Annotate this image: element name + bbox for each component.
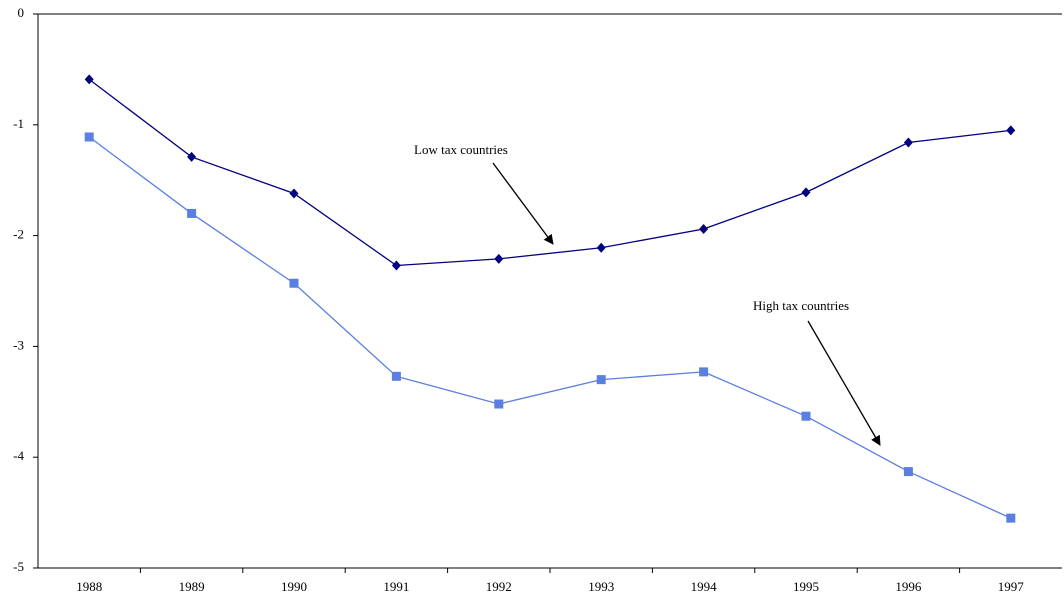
point-marker [391, 371, 401, 381]
y-tick-label: -3 [13, 337, 24, 352]
point-marker [903, 137, 913, 148]
point-marker [84, 74, 94, 85]
point-marker [187, 208, 197, 218]
annotation-arrow [492, 162, 554, 245]
point-marker [391, 260, 401, 271]
annotation-text: Low tax countries [414, 142, 508, 157]
x-tick-label: 1995 [793, 579, 819, 594]
x-tick-label: 1993 [588, 579, 614, 594]
x-tick-label: 1997 [998, 579, 1025, 594]
x-tick-label: 1992 [486, 579, 512, 594]
y-tick-label: -1 [13, 116, 24, 131]
point-marker [494, 253, 504, 264]
x-tick-label: 1996 [895, 579, 922, 594]
series-line [88, 78, 1011, 267]
x-tick-label: 1994 [691, 579, 718, 594]
point-marker [699, 223, 709, 234]
y-tick-label: -2 [13, 227, 24, 242]
point-marker [187, 151, 197, 162]
x-tick-label: 1988 [76, 579, 102, 594]
series-line [88, 136, 1012, 519]
point-marker [903, 467, 913, 477]
point-marker [1006, 513, 1016, 523]
annotation-text: High tax countries [753, 298, 849, 313]
x-tick-label: 1990 [281, 579, 307, 594]
point-marker [289, 278, 299, 288]
point-marker [801, 411, 811, 421]
x-tick-label: 1989 [179, 579, 205, 594]
annotation-arrow [807, 320, 881, 446]
point-marker [84, 132, 94, 142]
point-marker [699, 367, 709, 377]
point-marker [801, 187, 811, 198]
point-marker [494, 399, 504, 409]
point-marker [1006, 125, 1016, 136]
x-tick-label: 1991 [383, 579, 409, 594]
y-tick-label: -4 [13, 448, 24, 463]
y-tick-label: -5 [13, 559, 24, 574]
point-marker [596, 242, 606, 253]
point-marker [289, 188, 299, 199]
y-tick-label: 0 [18, 5, 25, 20]
point-marker [596, 375, 606, 385]
